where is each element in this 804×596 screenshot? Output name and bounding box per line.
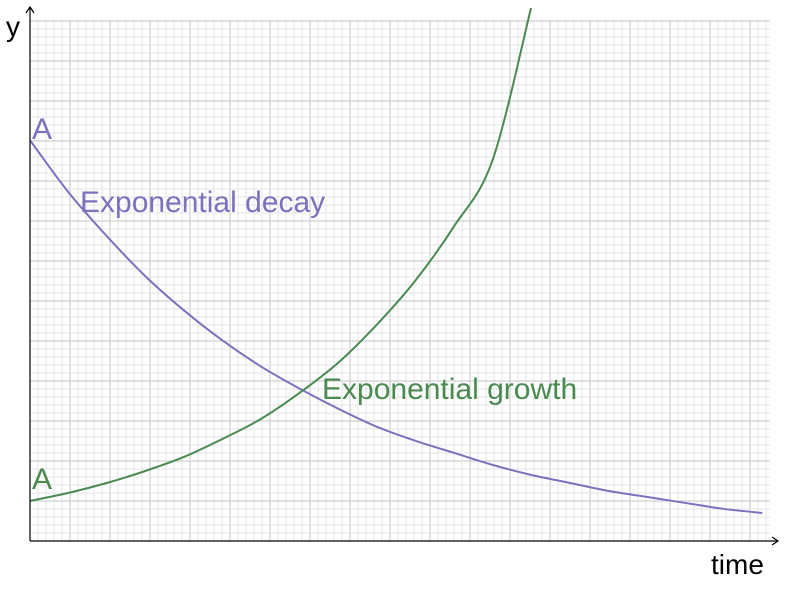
decay-series-label: Exponential decay [80,186,325,219]
growth-series-label: Exponential growth [322,373,577,406]
x-axis-arrow [771,536,780,546]
x-axis-label: time [711,549,764,580]
growth-curve [29,7,533,502]
decay-curve [29,139,763,514]
growth-start-label: A [32,463,52,496]
curves [29,7,763,514]
y-axis-arrow [25,5,35,14]
y-axis-label: y [6,11,20,42]
decay-start-label: A [32,113,52,146]
grid [29,20,770,542]
